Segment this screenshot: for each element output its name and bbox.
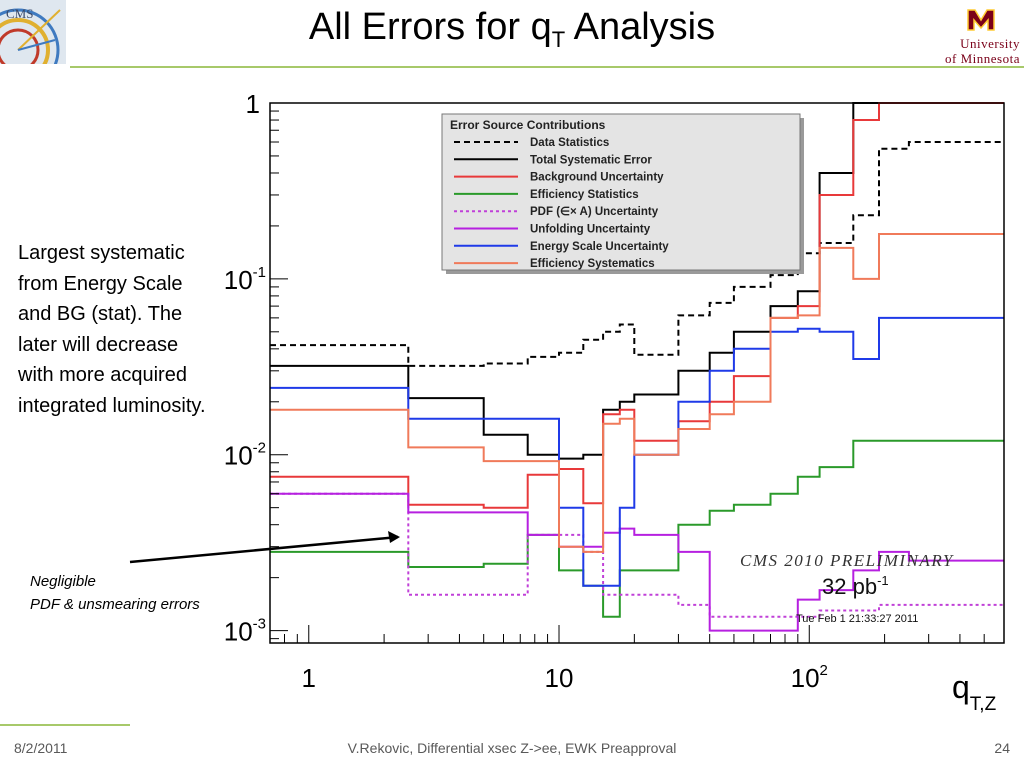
- y-tick-label: 10-1: [224, 264, 266, 295]
- arrow-head: [388, 531, 400, 543]
- note-text: Largest systematic from Energy Scale and…: [18, 238, 248, 421]
- footer-date: 8/2/2011: [14, 740, 68, 756]
- y-tick-label-exp: -1: [253, 264, 266, 281]
- series-line-5: [270, 492, 1004, 632]
- slide-title-rest: Analysis: [565, 6, 716, 48]
- footer-divider: [0, 724, 130, 726]
- series-line-6: [270, 316, 1004, 587]
- note-line: integrated luminosity.: [18, 394, 206, 417]
- legend-label: Background Uncertainty: [530, 172, 664, 184]
- plot-frame: [269, 102, 1005, 644]
- note-line: and BG (stat). The: [18, 303, 183, 325]
- footer-center: V.Rekovic, Differential xsec Z->ee, EWK …: [347, 740, 677, 756]
- x-axis-label: qT,Z: [952, 669, 997, 715]
- legend-label: Unfolding Uncertainty: [530, 224, 651, 236]
- cms-preliminary-label: CMS 2010 PRELIMINARY: [740, 551, 954, 570]
- y-tick-label-exp: -2: [253, 440, 266, 457]
- note-line: from Energy Scale: [18, 272, 183, 295]
- legend-label: Total Systematic Error: [530, 154, 652, 166]
- series-line-7: [270, 233, 1004, 553]
- error-chart: 1 10-1 10-2 10-3 1 10 102 qT,Z Error Source Con…: [129, 89, 1005, 715]
- legend-label: PDF (∈× A) Uncertainty: [530, 206, 659, 218]
- cms-logo-text: CMS: [6, 6, 33, 21]
- series-line-4: [270, 492, 1004, 618]
- cms-logo: CMS: [0, 0, 66, 92]
- legend: Error Source Contributions Data Statistic…: [441, 113, 804, 274]
- x-tick-label-exp: 2: [820, 662, 828, 679]
- negligible-line: PDF & unsmearing errors: [30, 596, 200, 613]
- timestamp-label: Tue Feb 1 21:33:27 2011: [796, 613, 918, 625]
- annotation-arrow: [129, 535, 399, 564]
- legend-box: [441, 113, 801, 271]
- x-axis-label-sub: T,Z: [970, 694, 997, 715]
- legend-label: Efficiency Systematics: [530, 258, 655, 270]
- y-tick-label-exp: -3: [253, 616, 266, 633]
- y-tick-label: 1: [246, 89, 260, 119]
- negligible-line: Negligible: [30, 573, 96, 590]
- series-line-3: [270, 439, 1004, 618]
- note-line: later will decrease: [18, 333, 179, 356]
- legend-label: Data Statistics: [530, 137, 609, 149]
- legend-title: Error Source Contributions: [450, 118, 606, 132]
- y-tick-label: 10-3: [224, 616, 266, 647]
- axes-layer: 1 10-1 10-2 10-3 1 10 102 qT,Z: [224, 89, 1005, 715]
- legend-label: Energy Scale Uncertainty: [530, 241, 669, 253]
- luminosity-exp: -1: [877, 573, 889, 588]
- x-tick-label: 10: [545, 663, 574, 693]
- header-divider: [70, 66, 1024, 68]
- legend-label: Efficiency Statistics: [530, 189, 639, 201]
- negligible-note: Negligible PDF & unsmearing errors: [30, 570, 250, 616]
- note-line: with more acquired: [18, 364, 187, 386]
- x-tick-label: 1: [302, 663, 316, 693]
- slide-title-main: All Errors for q: [308, 6, 552, 48]
- slide-title: All Errors for qT Analysis: [0, 6, 1024, 53]
- slide-title-sub: T: [551, 27, 566, 52]
- x-tick-label: 102: [791, 662, 828, 693]
- series-line-0: [270, 141, 1004, 367]
- y-tick-label: 10-2: [224, 440, 266, 471]
- umn-name-line2: of Minnesota: [945, 51, 1020, 66]
- umn-name-line1: University: [960, 36, 1020, 51]
- footer-page: 24: [994, 740, 1010, 756]
- umn-m-logo: [966, 6, 996, 32]
- series-layer: [270, 102, 1004, 632]
- note-line: Largest systematic: [18, 242, 185, 264]
